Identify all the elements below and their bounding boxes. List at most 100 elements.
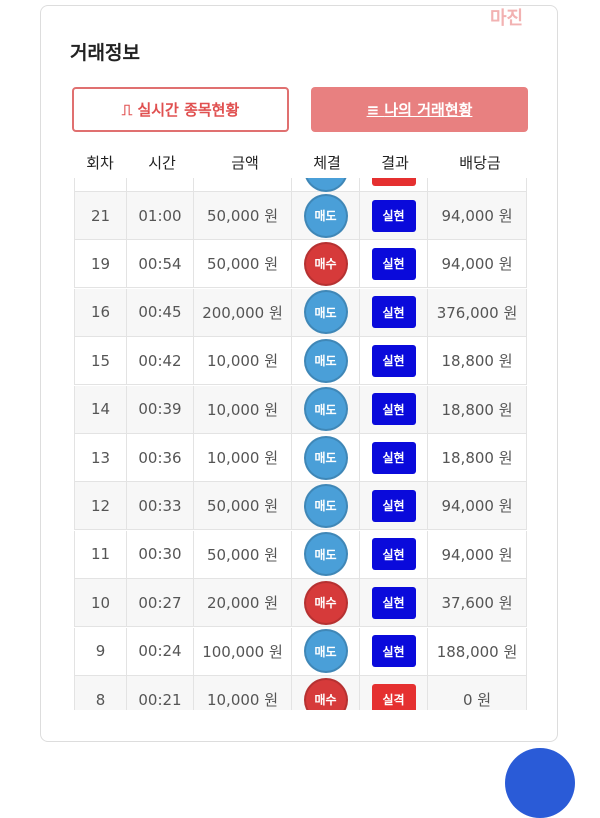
cell: 50,000 원 — [194, 192, 292, 240]
cell: 14 — [74, 385, 127, 434]
result-badge: 실현 — [371, 393, 416, 426]
cell: 매수 — [292, 676, 360, 710]
cell: 100,000 원 — [194, 627, 292, 676]
side-badge: 매수 — [303, 241, 348, 286]
cell: 10,000 원 — [194, 337, 292, 386]
cell: 매도 — [292, 337, 360, 386]
cell: 매도 — [292, 627, 360, 676]
result-badge: 실현 — [371, 586, 416, 619]
cell: 00:54 — [127, 240, 194, 289]
cell: 매도 — [292, 530, 360, 579]
column-header: 시간 — [148, 154, 176, 172]
result-badge: 실현 — [371, 344, 416, 377]
cell: 200,000 원 — [194, 288, 292, 337]
cell: 실현 — [360, 192, 428, 240]
cell: 188,000 원 — [428, 627, 527, 676]
cell: 10 — [74, 579, 127, 628]
cell: 9 — [74, 627, 127, 676]
result-badge: 실현 — [371, 538, 416, 571]
result-badge: 실격 — [371, 683, 416, 710]
cell: 실현 — [360, 240, 428, 289]
side-badge: 매수 — [303, 580, 348, 625]
column-header: 금액 — [231, 154, 259, 172]
cell: 매수 — [292, 240, 360, 289]
badge — [372, 178, 416, 186]
cell: 37,600 원 — [428, 579, 527, 628]
side-badge: 매도 — [303, 483, 348, 528]
cell — [428, 178, 527, 192]
table: 21 01:00 50,000 원 매도 실현 94,000 원 19 00:54 50,000… — [74, 178, 527, 710]
cell: 10,000 원 — [194, 385, 292, 434]
cell: 94,000 원 — [428, 530, 527, 579]
side-badge: 매도 — [303, 532, 348, 577]
tab-button[interactable]: ⎍ 실시간 종목현황 — [72, 87, 289, 132]
cell: 376,000 원 — [428, 288, 527, 337]
cell: 00:21 — [127, 676, 194, 710]
result-badge: 실현 — [371, 199, 416, 232]
cell: 실현 — [360, 627, 428, 676]
cell — [360, 178, 428, 192]
side-badge: 매도 — [303, 435, 348, 480]
result-badge: 실현 — [371, 441, 416, 474]
cell: 8 — [74, 676, 127, 710]
cell: 94,000 원 — [428, 240, 527, 289]
tab-button[interactable]: ≡ 나의 거래현황 — [311, 87, 528, 132]
result-badge: 실현 — [371, 635, 416, 668]
cell: 매수 — [292, 579, 360, 628]
column-header: 회차 — [86, 154, 114, 172]
floating-button[interactable] — [505, 748, 575, 818]
card-title: 거래정보 — [70, 42, 140, 64]
cell: 실현 — [360, 579, 428, 628]
cell: 00:42 — [127, 337, 194, 386]
cell: 실현 — [360, 530, 428, 579]
cell: 00:24 — [127, 627, 194, 676]
label: 나의 거래현황 — [384, 101, 473, 119]
result-badge: 실현 — [371, 489, 416, 522]
cell: 실현 — [360, 288, 428, 337]
cell: 실현 — [360, 482, 428, 531]
cell: 매도 — [292, 482, 360, 531]
cell: 00:27 — [127, 579, 194, 628]
cell: 20,000 원 — [194, 579, 292, 628]
side-badge: 매도 — [303, 338, 348, 383]
cell: 00:33 — [127, 482, 194, 531]
cell: 10,000 원 — [194, 434, 292, 482]
cell: 00:45 — [127, 288, 194, 337]
side-badge: 매도 — [303, 290, 348, 335]
cell: 18,800 원 — [428, 385, 527, 434]
cell — [127, 178, 194, 192]
column-header: 결과 — [381, 154, 409, 172]
button-label: ≡ 나의 거래현황 — [366, 101, 473, 119]
cell: 매도 — [292, 434, 360, 482]
cell — [74, 178, 127, 192]
side-badge: 매도 — [303, 629, 348, 674]
cell: 19 — [74, 240, 127, 289]
page: 마진 거래정보 ⎍ 실시간 종목현황 ≡ 나의 거래현황 회차 시간 금액 체결 결과 배… — [40, 5, 575, 818]
result-badge: 실현 — [371, 247, 416, 280]
cell: 00:36 — [127, 434, 194, 482]
cell — [194, 178, 292, 192]
cell: 15 — [74, 337, 127, 386]
side-badge: 매도 — [303, 387, 348, 432]
cell: 94,000 원 — [428, 482, 527, 531]
cell: 50,000 원 — [194, 240, 292, 289]
cell: 11 — [74, 530, 127, 579]
cell: 94,000 원 — [428, 192, 527, 240]
button-label: ⎍ 실시간 종목현황 — [121, 101, 240, 119]
cell: 00:39 — [127, 385, 194, 434]
cell: 실격 — [360, 676, 428, 710]
column-header: 체결 — [313, 154, 341, 172]
cell: 매도 — [292, 192, 360, 240]
cell: 18,800 원 — [428, 434, 527, 482]
card — [40, 5, 558, 742]
cell: 실현 — [360, 434, 428, 482]
cell: 50,000 원 — [194, 482, 292, 531]
column-header: 배당금 — [459, 154, 501, 172]
cell: 01:00 — [127, 192, 194, 240]
cell: 18,800 원 — [428, 337, 527, 386]
cell: 매도 — [292, 288, 360, 337]
cell: 매도 — [292, 385, 360, 434]
cell: 16 — [74, 288, 127, 337]
label: 실시간 종목현황 — [137, 101, 240, 119]
cell: 12 — [74, 482, 127, 531]
